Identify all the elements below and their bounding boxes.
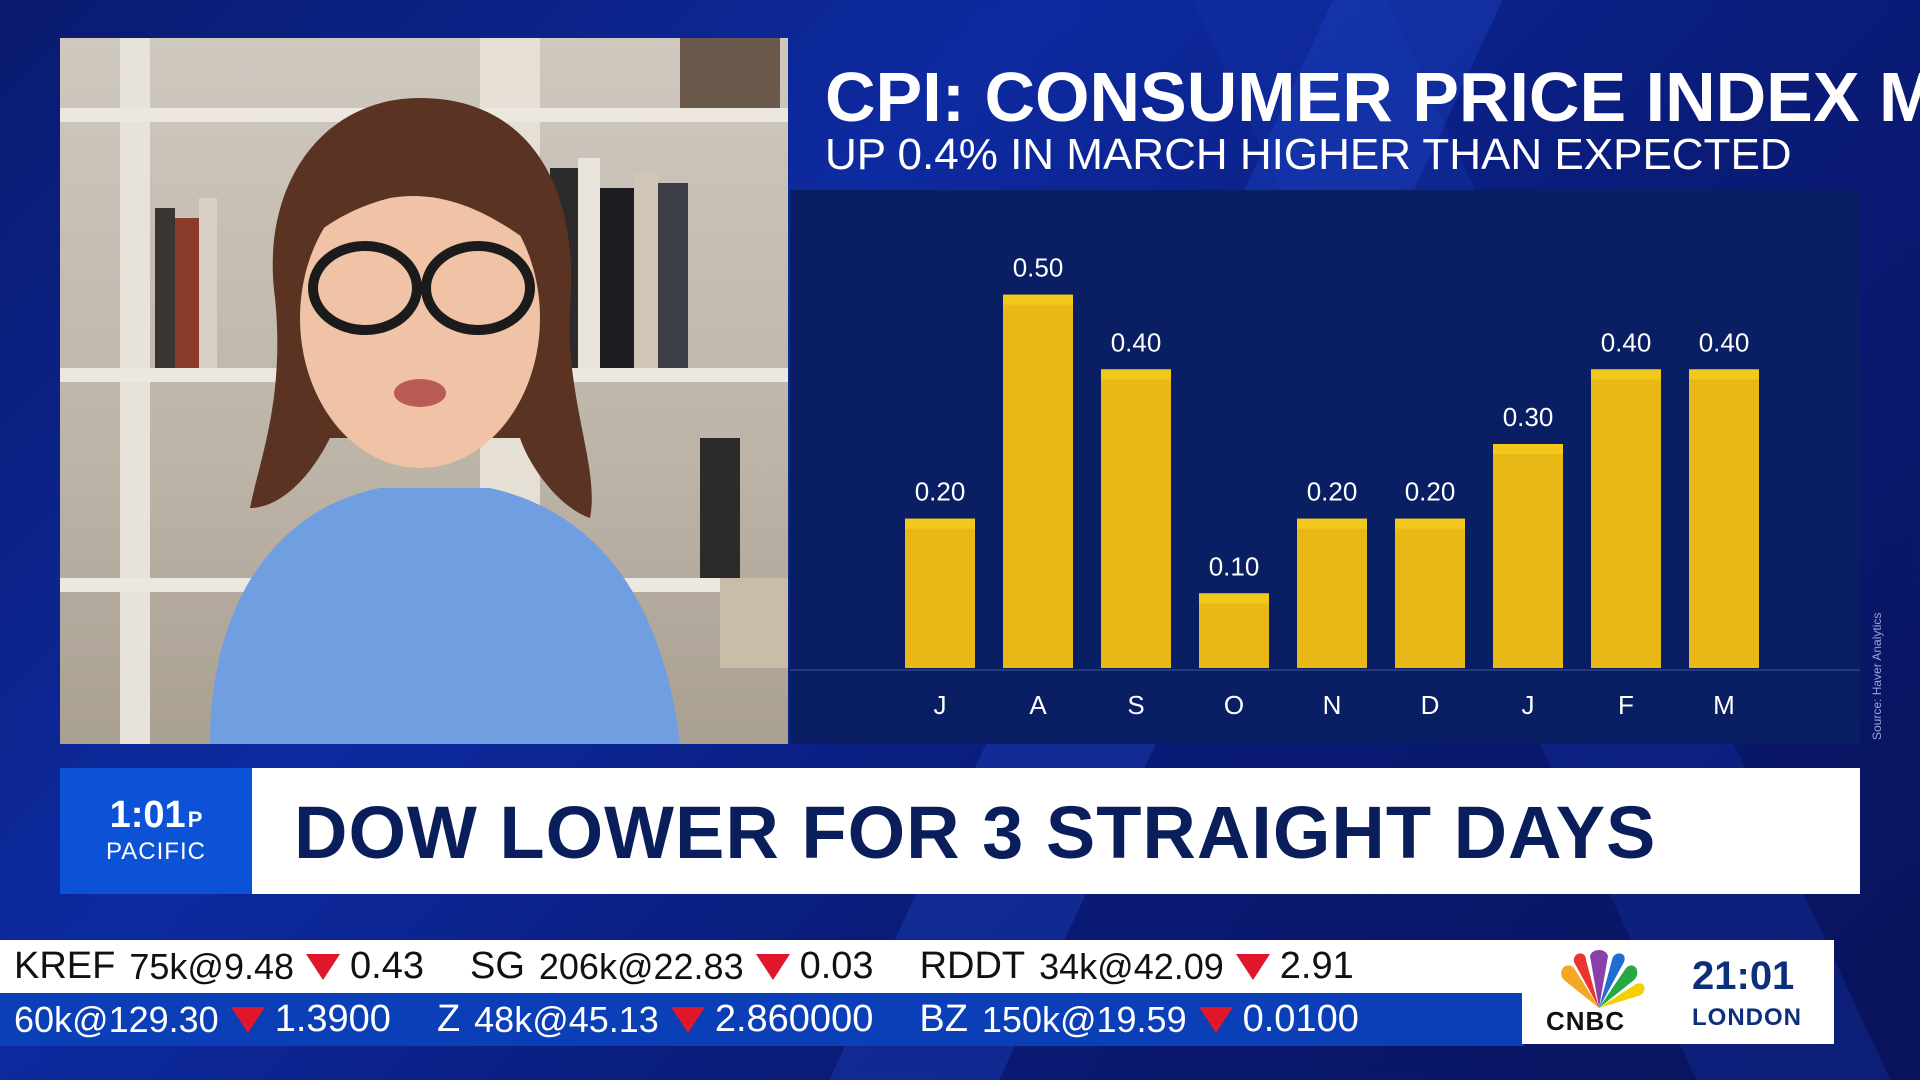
ticker-item: SG 206k@22.83 0.03	[470, 945, 874, 988]
chart-title: CPI: CONSUMER PRICE INDEX M/M	[825, 58, 1920, 136]
clock-ampm: P	[187, 807, 203, 832]
ticker-item: BZ 150k@19.59 0.0100	[919, 998, 1359, 1041]
data-label-0: 0.20	[915, 477, 966, 507]
category-label-8: M	[1713, 690, 1735, 720]
category-label-7: F	[1618, 690, 1634, 720]
network-logo-text: CNBC	[1546, 1006, 1626, 1036]
bar-cap-5	[1395, 518, 1465, 529]
ticker-trade: 75k@9.48	[129, 945, 295, 987]
chart-canvas: 0.20 J 0.50 A 0.40 S 0.10 O 0.20 N 0.20 D 0.30 J 0.40 F…	[790, 253, 1860, 720]
ticker-trade: 206k@22.83	[538, 945, 744, 987]
bar-cap-0	[905, 518, 975, 529]
data-label-8: 0.40	[1699, 327, 1750, 357]
picture-frame	[720, 578, 788, 668]
headline: DOW LOWER FOR 3 STRAIGHT DAYS	[294, 791, 1657, 874]
ticker-trade: 48k@45.13	[474, 998, 659, 1040]
ticker-row-bottom: 60k@129.30 1.3900 Z 48k@45.13 2.860000 BZ 150k…	[0, 993, 1524, 1046]
video-feed	[60, 38, 788, 744]
ticker-trade: 60k@129.30	[14, 998, 219, 1040]
book	[658, 183, 688, 368]
down-arrow-icon	[755, 953, 790, 980]
bar-0	[905, 518, 975, 668]
book	[700, 438, 740, 578]
ticker-item: KREF 75k@9.48 0.43	[14, 945, 424, 988]
category-label-2: S	[1127, 690, 1144, 720]
down-arrow-icon	[670, 1006, 705, 1033]
bar-cap-7	[1591, 369, 1661, 380]
chart-subtitle: UP 0.4% IN MARCH HIGHER THAN EXPECTED	[825, 130, 1792, 179]
source-note: Source: Haver Analytics	[1870, 612, 1884, 740]
bar-4	[1297, 518, 1367, 668]
bar-8	[1689, 369, 1759, 668]
data-label-1: 0.50	[1013, 253, 1064, 283]
clock-time: 1:01P	[60, 794, 252, 837]
category-label-0: J	[934, 690, 947, 720]
ticker-change: 0.0100	[1242, 998, 1359, 1040]
down-arrow-icon	[306, 953, 341, 980]
book	[578, 158, 600, 368]
ticker-item: RDDT 34k@42.09 2.91	[920, 945, 1354, 988]
headline-banner: DOW LOWER FOR 3 STRAIGHT DAYS	[252, 768, 1860, 894]
bar-3	[1199, 593, 1269, 668]
bar-cap-6	[1493, 444, 1563, 454]
ticker-item: Z 48k@45.13 2.860000	[437, 998, 873, 1041]
data-label-5: 0.20	[1405, 477, 1456, 507]
bar-2	[1101, 369, 1171, 668]
bar-6	[1493, 444, 1563, 668]
data-label-4: 0.20	[1307, 477, 1358, 507]
ticker-trade: 150k@19.59	[981, 998, 1187, 1040]
ticker-trade: 34k@42.09	[1039, 945, 1224, 987]
ticker-item: 60k@129.30 1.3900	[14, 998, 391, 1041]
clock-box: 1:01P PACIFIC	[60, 768, 252, 894]
bookshelf-post	[120, 38, 150, 744]
bar-cap-2	[1101, 369, 1171, 380]
ticker-symbol: KREF	[14, 945, 116, 987]
ticker-change: 2.860000	[714, 998, 874, 1040]
category-label-5: D	[1421, 690, 1440, 720]
category-label-6: J	[1522, 690, 1535, 720]
category-label-1: A	[1029, 690, 1047, 720]
ticker-change: 1.3900	[274, 998, 391, 1040]
book	[634, 173, 658, 368]
peacock-logo-icon	[1561, 950, 1645, 1008]
category-label-3: O	[1224, 690, 1244, 720]
bar-cap-8	[1689, 369, 1759, 380]
ticker-change: 2.91	[1279, 945, 1354, 987]
presenter	[210, 98, 680, 744]
down-arrow-icon	[230, 1006, 265, 1033]
clock-hour: 1:01	[109, 794, 186, 836]
local-time: 21:01	[1692, 954, 1795, 998]
bar-5	[1395, 518, 1465, 668]
ticker-row-top: KREF 75k@9.48 0.43 SG 206k@22.83 0.03 RDDT 34k@…	[0, 940, 1524, 993]
data-label-7: 0.40	[1601, 327, 1652, 357]
book	[680, 38, 780, 108]
down-arrow-icon	[1198, 1006, 1233, 1033]
network-box: CNBC 21:01 LONDON	[1522, 940, 1834, 1044]
book	[175, 218, 199, 368]
data-label-3: 0.10	[1209, 551, 1260, 581]
data-label-6: 0.30	[1503, 402, 1554, 432]
bar-cap-1	[1003, 294, 1073, 305]
book	[600, 188, 634, 368]
category-label-4: N	[1323, 690, 1342, 720]
ticker-symbol: BZ	[919, 998, 968, 1040]
bar-1	[1003, 294, 1073, 668]
ticker-symbol: Z	[436, 998, 461, 1040]
clock-zone: PACIFIC	[106, 838, 206, 865]
data-label-2: 0.40	[1111, 327, 1162, 357]
bar-cap-4	[1297, 518, 1367, 529]
cpi-bar-chart: 0.20 J 0.50 A 0.40 S 0.10 O 0.20 N 0.20 D 0.30 J 0.40 F…	[790, 190, 1860, 744]
book	[155, 208, 175, 368]
ticker-change: 0.03	[799, 945, 874, 987]
ticker-symbol: RDDT	[919, 945, 1026, 987]
local-city: LONDON	[1692, 1004, 1802, 1031]
down-arrow-icon	[1235, 953, 1270, 980]
bar-7	[1591, 369, 1661, 668]
ticker-symbol: SG	[469, 945, 525, 987]
ticker-change: 0.43	[350, 945, 424, 987]
stock-ticker: KREF 75k@9.48 0.43 SG 206k@22.83 0.03 RDDT 34k@…	[0, 940, 1524, 1046]
bar-cap-3	[1199, 593, 1269, 604]
book	[199, 198, 217, 368]
